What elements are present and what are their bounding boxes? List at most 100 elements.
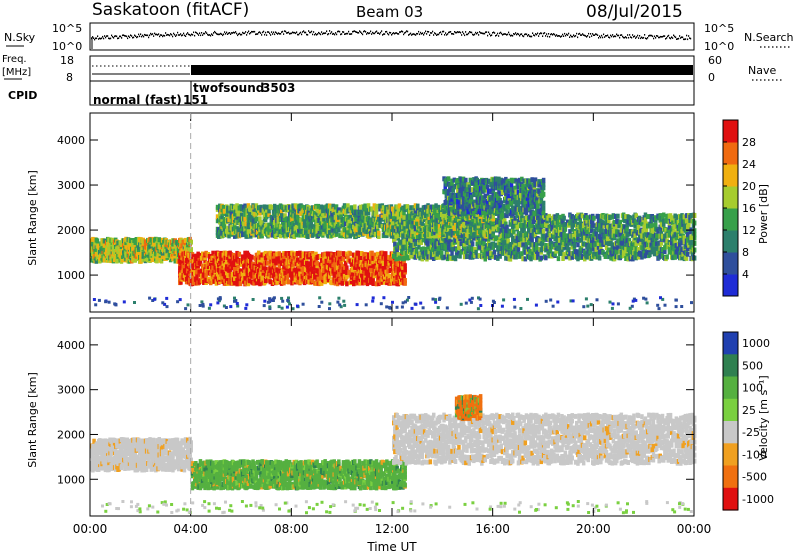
echo-cell — [671, 215, 675, 221]
echo-cell — [495, 235, 499, 241]
echo-cell — [654, 246, 658, 252]
echo-cell — [473, 253, 477, 258]
nsky-point — [402, 30, 404, 33]
nsky-point — [411, 34, 413, 36]
nsky-point — [147, 34, 149, 37]
nsky-point — [173, 32, 175, 35]
echo-cell — [361, 280, 365, 286]
nsky-point — [540, 32, 542, 34]
echo-cell — [529, 232, 533, 238]
nsky-point — [628, 36, 630, 39]
echo-cell — [525, 237, 530, 243]
nsky-point — [476, 32, 478, 35]
nsky-point — [403, 33, 405, 36]
echo-cell — [580, 226, 585, 232]
nsky-point — [374, 32, 376, 35]
echo-cell — [289, 223, 293, 229]
echo-cell — [198, 258, 203, 264]
echo-cell — [94, 251, 99, 257]
echo-cell — [253, 255, 258, 261]
echo-cell — [236, 265, 240, 270]
echo-cell — [361, 277, 365, 283]
nsky-point — [194, 34, 196, 37]
nsky-point — [309, 31, 311, 34]
nsky-point — [112, 36, 114, 38]
echo-cell — [331, 203, 335, 209]
echo-cell — [572, 243, 577, 248]
echo-cell — [655, 241, 659, 247]
echo-cell — [337, 227, 341, 233]
nsky-point — [676, 38, 678, 40]
echo-cell — [681, 252, 685, 257]
echo-cell — [530, 223, 534, 229]
echo-cell — [672, 224, 676, 230]
nsky-point — [298, 33, 300, 36]
echo-cell — [644, 227, 649, 233]
nsky-point — [630, 36, 632, 38]
echo-cell — [310, 271, 315, 277]
nsky-point — [179, 34, 181, 36]
nsky-point — [282, 30, 284, 33]
nsky-point — [439, 32, 441, 34]
nsky-point — [558, 35, 560, 37]
echo-cell — [620, 240, 625, 246]
echo-cell — [596, 217, 601, 223]
nsky-point — [306, 33, 308, 36]
nsky-point — [452, 33, 454, 35]
nsky-point — [485, 31, 487, 33]
nsky-point — [533, 34, 535, 36]
echo-cell — [341, 269, 346, 275]
nsky-point — [276, 32, 278, 34]
nsky-point — [536, 33, 538, 36]
echo-cell — [250, 216, 254, 222]
nsky-point — [347, 32, 349, 35]
nsky-point — [497, 32, 499, 35]
echo-cell — [268, 229, 272, 235]
echo-cell — [322, 230, 326, 236]
echo-cell — [179, 279, 183, 285]
echo-cell — [658, 213, 662, 219]
nsky-point — [314, 33, 316, 36]
echo-cell — [360, 251, 364, 256]
nsky-point — [186, 33, 188, 35]
cpid-seg1-value: 151 — [183, 93, 208, 107]
echo-cell — [346, 253, 350, 259]
echo-cell — [610, 235, 614, 241]
echo-cell — [483, 256, 487, 262]
nsky-point — [417, 33, 419, 35]
echo-cell — [233, 233, 237, 239]
nsky-point — [643, 36, 645, 39]
nsky-point — [656, 35, 658, 37]
nsky-point — [561, 35, 563, 37]
nsky-point — [416, 32, 418, 35]
echo-cell — [245, 211, 250, 216]
echo-cell — [663, 234, 667, 239]
echo-cell — [498, 241, 502, 246]
nsky-point — [435, 33, 437, 35]
echo-cell — [594, 246, 598, 252]
nsky-point — [471, 31, 473, 34]
echo-cell — [604, 228, 609, 234]
nsky-point — [519, 34, 521, 37]
echo-cell — [307, 274, 311, 280]
echo-cell — [612, 233, 617, 239]
echo-cell — [462, 244, 467, 250]
nsky-point — [371, 33, 373, 35]
echo-cell — [520, 213, 524, 219]
echo-cell — [636, 225, 641, 230]
echo-cell — [443, 241, 447, 247]
nsky-point — [633, 36, 635, 38]
echo-cell — [613, 244, 618, 250]
echo-cell — [301, 270, 306, 276]
echo-cell — [412, 252, 417, 258]
echo-cell — [489, 253, 493, 259]
nsky-point — [426, 33, 428, 35]
echo-cell — [493, 254, 498, 260]
echo-cell — [401, 270, 405, 276]
nsky-point — [257, 33, 259, 35]
echo-cell — [258, 281, 262, 287]
nsky-point — [359, 30, 361, 32]
nsky-point — [366, 33, 368, 35]
echo-cell — [334, 204, 339, 210]
